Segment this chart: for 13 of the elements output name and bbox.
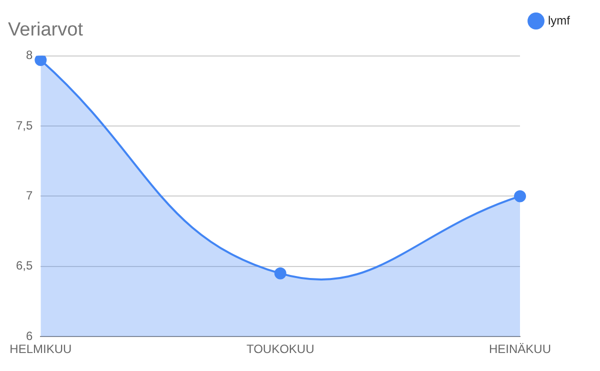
y-tick-label: 7 <box>26 188 33 203</box>
point <box>34 56 47 66</box>
y-tick-label: 8 <box>26 48 33 62</box>
y-tick-label: 6 <box>26 328 33 343</box>
point <box>274 267 286 280</box>
point <box>514 190 526 202</box>
x-tick-label: TOUKOKUU <box>246 342 314 356</box>
x-tick-label: HELMIKUU <box>10 342 72 356</box>
x-tick-label: HEINÄKUU <box>488 342 552 356</box>
chart-title: Veriarvot <box>8 20 84 41</box>
y-tick-label: 6,5 <box>16 258 33 273</box>
legend-label: lymf <box>548 13 571 28</box>
y-tick-label: 7,5 <box>16 118 33 132</box>
